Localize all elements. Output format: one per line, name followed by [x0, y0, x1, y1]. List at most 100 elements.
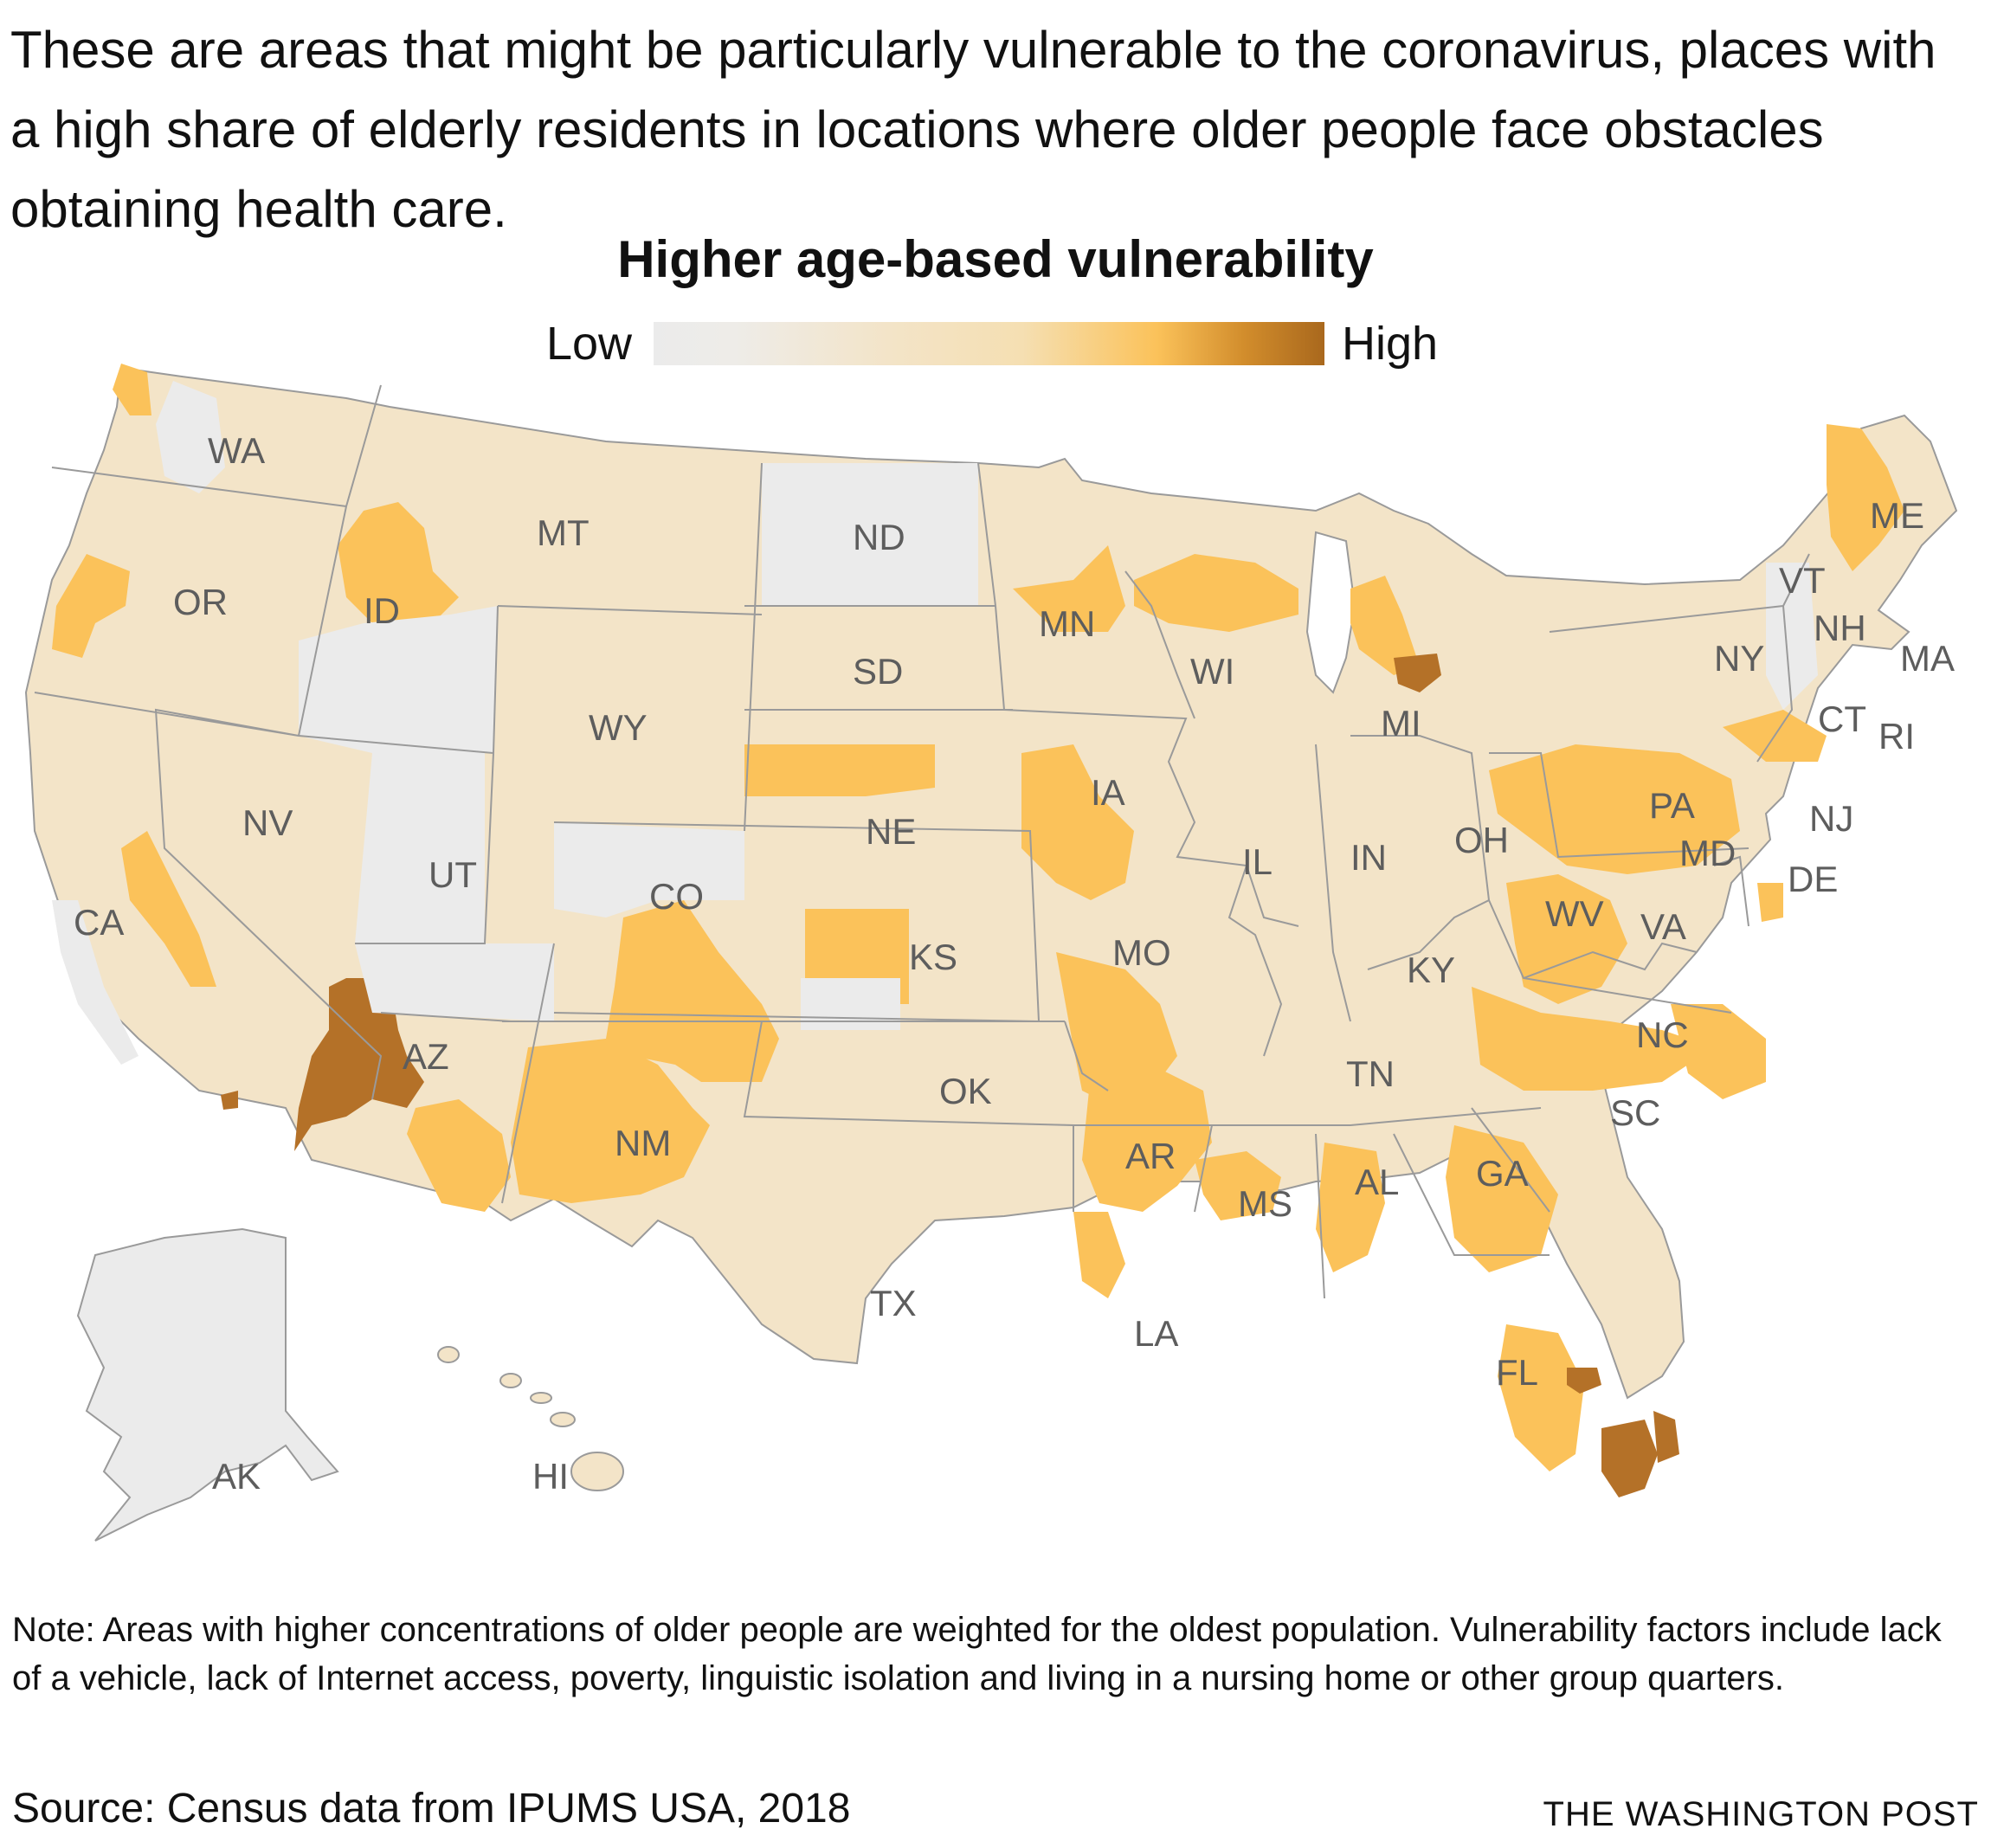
state-label-id: ID	[364, 590, 400, 631]
hawaii-island	[437, 1346, 460, 1363]
state-label-hi: HI	[532, 1456, 569, 1497]
state-label-mi: MI	[1381, 703, 1421, 744]
legend-color-ramp	[654, 322, 1324, 365]
vulnerability-area	[52, 900, 139, 1065]
map-title: Higher age-based vulnerability	[617, 230, 1374, 288]
state-label-ak: AK	[212, 1456, 261, 1497]
state-label-md: MD	[1679, 833, 1736, 873]
alaska	[76, 1227, 339, 1542]
lower-48: WA OR CA NV ID MT WY UT AZ CO NM ND SD N…	[24, 364, 1958, 1497]
state-label-fl: FL	[1496, 1352, 1538, 1393]
legend-low-label: Low	[545, 318, 632, 370]
vulnerability-area	[355, 753, 554, 1021]
state-label-ma: MA	[1900, 638, 1955, 679]
vulnerability-areas-high	[221, 654, 1679, 1497]
state-borders	[34, 384, 1810, 1299]
state-label-vt: VT	[1779, 560, 1826, 601]
state-label-oh: OH	[1454, 820, 1509, 860]
state-label-or: OR	[173, 582, 228, 622]
state-labels: WA OR CA NV ID MT WY UT AZ CO NM ND SD N…	[74, 430, 1955, 1497]
hawaii	[437, 1346, 624, 1491]
vulnerability-area	[221, 1091, 238, 1110]
vulnerability-area	[1350, 576, 1420, 675]
state-label-ok: OK	[939, 1071, 992, 1111]
state-label-nc: NC	[1636, 1014, 1689, 1055]
state-label-tx: TX	[870, 1283, 917, 1323]
vulnerability-areas-medium	[52, 364, 1904, 1471]
us-vulnerability-map: WA OR CA NV ID MT WY UT AZ CO NM ND SD N…	[24, 364, 1958, 1542]
state-shape-ak	[76, 1227, 339, 1542]
note-text: Note: Areas with higher concentrations o…	[12, 1611, 1942, 1697]
state-label-ga: GA	[1476, 1153, 1529, 1194]
state-label-nh: NH	[1814, 608, 1866, 648]
credit-text: THE WASHINGTON POST	[1543, 1795, 1979, 1833]
vulnerability-area	[1489, 744, 1740, 874]
vulnerability-area	[1082, 1065, 1212, 1212]
vulnerability-area	[1671, 1004, 1766, 1099]
state-label-ks: KS	[909, 937, 957, 977]
state-label-ms: MS	[1238, 1183, 1292, 1224]
state-label-la: LA	[1134, 1313, 1178, 1354]
intro-text: These are areas that might be particular…	[10, 21, 1936, 238]
vulnerability-area	[1021, 744, 1134, 900]
hawaii-island	[550, 1412, 576, 1427]
state-label-il: IL	[1242, 841, 1273, 882]
state-label-mn: MN	[1039, 603, 1095, 644]
state-label-me: ME	[1870, 495, 1924, 536]
vulnerability-area	[338, 502, 459, 641]
vulnerability-area	[1601, 1420, 1658, 1497]
vulnerability-area	[294, 978, 424, 1151]
state-label-ne: NE	[866, 811, 916, 852]
vulnerability-area	[1757, 883, 1783, 922]
hawaii-island	[499, 1373, 522, 1388]
state-label-ri: RI	[1878, 716, 1915, 757]
vulnerability-area	[1195, 1151, 1281, 1220]
vulnerability-area	[52, 554, 130, 658]
vulnerability-area	[121, 831, 216, 987]
state-label-va: VA	[1640, 906, 1686, 947]
vulnerability-area	[113, 364, 151, 415]
state-label-wy: WY	[589, 707, 648, 748]
state-label-wa: WA	[208, 430, 265, 471]
vulnerability-area	[156, 381, 225, 493]
state-label-in: IN	[1350, 837, 1387, 878]
hawaii-island	[530, 1392, 552, 1404]
vulnerability-area	[1013, 545, 1125, 632]
state-label-mt: MT	[537, 512, 590, 553]
hawaii-island	[570, 1452, 624, 1491]
state-label-nv: NV	[242, 802, 293, 843]
state-label-nm: NM	[615, 1123, 671, 1163]
state-label-ny: NY	[1714, 638, 1764, 679]
state-label-nj: NJ	[1809, 798, 1853, 839]
state-label-wv: WV	[1545, 893, 1604, 934]
vulnerability-area	[1394, 654, 1441, 692]
state-label-ut: UT	[428, 854, 477, 895]
state-label-tn: TN	[1346, 1053, 1395, 1094]
vulnerability-area	[1506, 874, 1627, 1004]
state-label-co: CO	[649, 876, 704, 917]
source-text: Source: Census data from IPUMS USA, 2018	[12, 1786, 851, 1832]
state-label-mo: MO	[1112, 932, 1171, 973]
great-lakes	[1305, 531, 1356, 694]
state-label-az: AZ	[403, 1036, 449, 1077]
state-label-ia: IA	[1091, 772, 1125, 813]
vulnerability-area	[1653, 1411, 1679, 1463]
state-label-al: AL	[1355, 1162, 1399, 1202]
vulnerability-area	[1766, 563, 1818, 710]
vulnerability-area	[299, 606, 498, 753]
state-label-ky: KY	[1407, 950, 1455, 990]
vulnerability-area	[1316, 1143, 1385, 1272]
vulnerability-area	[1567, 1368, 1601, 1394]
state-label-sc: SC	[1610, 1092, 1660, 1133]
vulnerability-area	[1134, 554, 1298, 632]
vulnerability-area	[1498, 1324, 1584, 1471]
vulnerability-area	[744, 744, 935, 796]
vulnerability-area	[606, 900, 779, 1082]
vulnerability-area	[1446, 1125, 1558, 1272]
us-outline	[24, 366, 1958, 1400]
vulnerability-area	[1472, 987, 1714, 1091]
vulnerability-area	[511, 1039, 710, 1203]
vulnerability-areas-low	[52, 381, 1818, 1065]
vulnerability-area	[762, 463, 978, 606]
state-border	[34, 384, 1810, 1299]
